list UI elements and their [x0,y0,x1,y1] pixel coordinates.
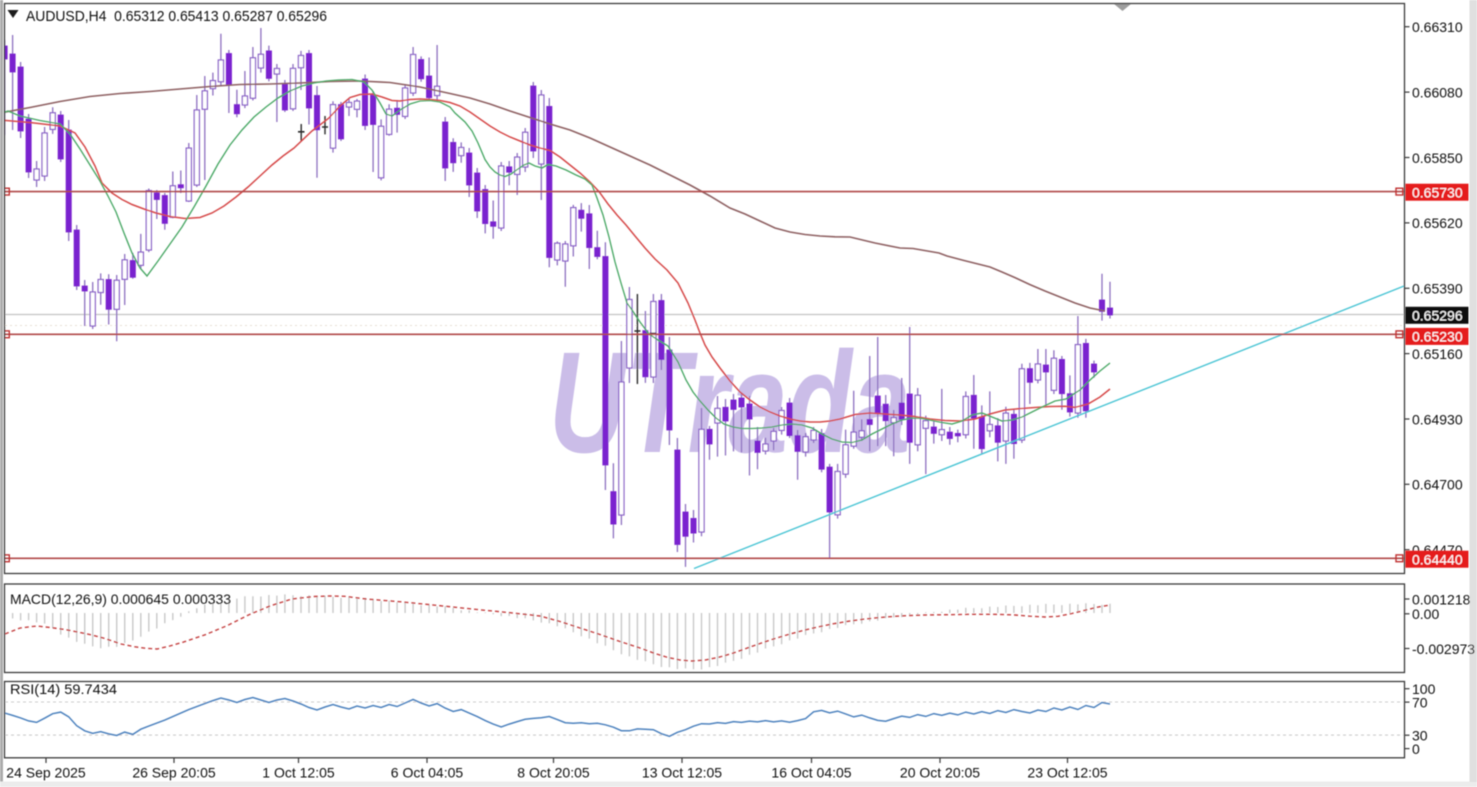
svg-text:100: 100 [1412,681,1436,697]
svg-text:0.66310: 0.66310 [1412,19,1463,35]
svg-text:UTrada: UTrada [549,321,910,482]
svg-text:RSI(14) 59.7434: RSI(14) 59.7434 [10,681,117,697]
svg-text:0.65390: 0.65390 [1412,281,1463,297]
svg-text:-0.002973: -0.002973 [1412,641,1475,657]
svg-text:AUDUSD,H4 0.65312 0.65413 0.6: AUDUSD,H4 0.65312 0.65413 0.65287 0.6529… [26,8,327,25]
svg-text:0: 0 [1412,741,1420,757]
svg-text:0.65730: 0.65730 [1412,185,1463,201]
svg-text:0.65296: 0.65296 [1412,308,1463,324]
svg-text:8 Oct 20:05: 8 Oct 20:05 [517,765,590,781]
svg-text:13 Oct 12:05: 13 Oct 12:05 [642,765,722,781]
svg-text:0.65230: 0.65230 [1412,329,1463,345]
svg-text:1 Oct 12:05: 1 Oct 12:05 [262,765,335,781]
svg-text:20 Oct 20:05: 20 Oct 20:05 [900,765,980,781]
svg-text:0.66080: 0.66080 [1412,84,1463,100]
svg-text:26 Sep 20:05: 26 Sep 20:05 [132,765,216,781]
svg-text:0.00: 0.00 [1412,606,1439,622]
svg-text:0.64930: 0.64930 [1412,411,1463,427]
svg-text:6 Oct 04:05: 6 Oct 04:05 [391,765,464,781]
svg-text:70: 70 [1412,694,1428,710]
svg-text:MACD(12,26,9) 0.000645 0.00033: MACD(12,26,9) 0.000645 0.000333 [10,591,231,607]
svg-text:24 Sep 2025: 24 Sep 2025 [6,765,86,781]
svg-text:0.65160: 0.65160 [1412,346,1463,362]
svg-text:0.64440: 0.64440 [1412,552,1463,568]
svg-text:0.65850: 0.65850 [1412,150,1463,166]
svg-text:0.65620: 0.65620 [1412,215,1463,231]
svg-text:16 Oct 04:05: 16 Oct 04:05 [771,765,851,781]
svg-text:0.001218: 0.001218 [1412,591,1471,607]
svg-text:0.64700: 0.64700 [1412,477,1463,493]
svg-text:30: 30 [1412,728,1428,744]
svg-text:23 Oct 12:05: 23 Oct 12:05 [1027,765,1107,781]
